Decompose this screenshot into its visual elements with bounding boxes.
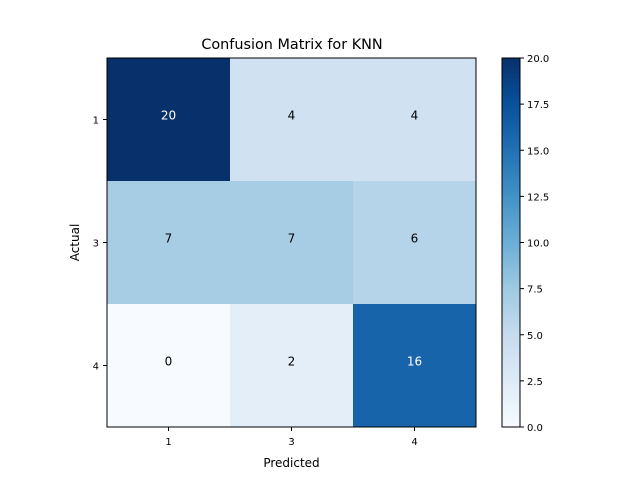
cell-value-label: 0 (165, 355, 173, 369)
colorbar-tick-label: 0.0 (527, 423, 543, 434)
colorbar-tick-label: 5.0 (527, 331, 543, 342)
colorbar (501, 57, 521, 428)
cell-value-label: 4 (411, 109, 419, 123)
heatmap-cell (353, 58, 477, 182)
colorbar-ticks: 0.0 2.5 5.0 7.5 10.0 12.5 15.0 17.5 20.0 (520, 54, 549, 434)
cell-value-label: 7 (165, 232, 173, 246)
y-axis-ticks: 1 3 4 (93, 116, 107, 373)
cell-value-label: 2 (288, 355, 296, 369)
heatmap-cell (353, 304, 477, 428)
cell-value-label: 6 (411, 232, 419, 246)
heatmap-cell (230, 58, 354, 182)
cell-value-label: 4 (288, 109, 296, 123)
x-tick-label: 3 (288, 437, 294, 448)
heatmap-cell (230, 181, 354, 305)
cell-value-label: 20 (161, 109, 176, 123)
colorbar-tick-label: 17.5 (527, 100, 549, 111)
cell-value-label: 7 (288, 232, 296, 246)
colorbar-tick-label: 7.5 (527, 285, 543, 296)
heatmap-cell (353, 181, 477, 305)
colorbar-tick-label: 10.0 (527, 239, 549, 250)
x-axis-ticks: 1 3 4 (165, 427, 418, 448)
y-axis-label: Actual (68, 224, 82, 262)
y-tick-label: 4 (93, 362, 99, 373)
heatmap-cell (107, 58, 231, 182)
heatmap-cell-labels: 20 4 4 7 7 6 0 2 16 (161, 109, 422, 369)
y-tick-label: 3 (93, 239, 99, 250)
x-tick-label: 1 (165, 437, 171, 448)
y-tick-label: 1 (93, 116, 99, 127)
heatmap-cell (230, 304, 354, 428)
colorbar-tick-label: 2.5 (527, 377, 543, 388)
heatmap-cells (107, 58, 477, 428)
cell-value-label: 16 (407, 355, 422, 369)
x-tick-label: 4 (411, 437, 417, 448)
colorbar-tick-label: 15.0 (527, 146, 549, 157)
chart-title: Confusion Matrix for KNN (201, 37, 382, 53)
colorbar-tick-label: 20.0 (527, 54, 549, 65)
heatmap-cell (107, 304, 231, 428)
x-axis-label: Predicted (263, 456, 319, 470)
heatmap-cell (107, 181, 231, 305)
colorbar-tick-label: 12.5 (527, 192, 549, 203)
